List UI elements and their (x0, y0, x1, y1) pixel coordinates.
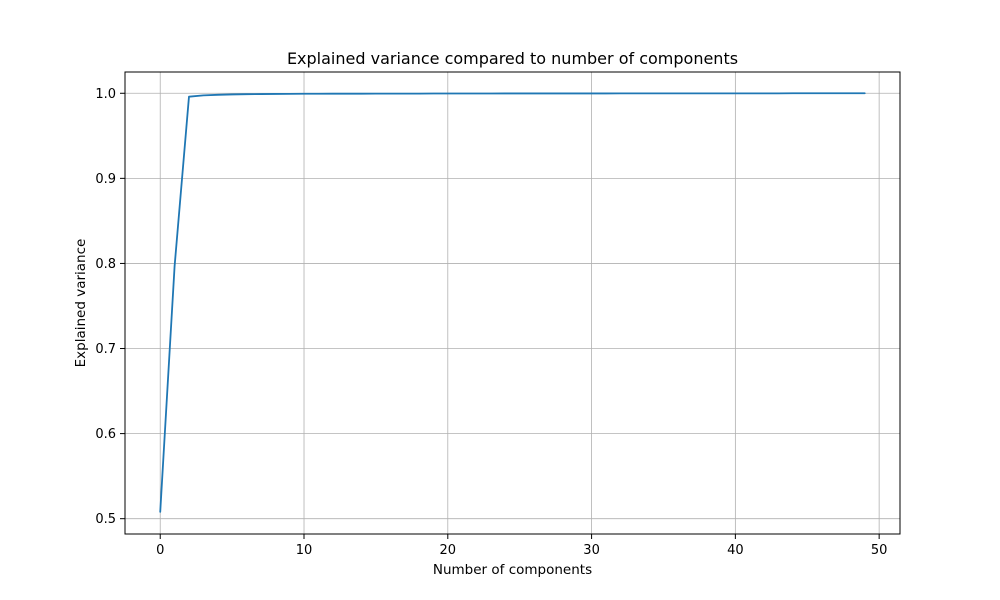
y-tick-label: 0.9 (95, 172, 116, 187)
x-tick-label: 10 (296, 543, 313, 558)
series-layer (159, 92, 866, 513)
y-tick-label: 0.8 (95, 257, 116, 272)
explained-variance-line (159, 92, 866, 513)
y-axis-label: Explained variance (73, 239, 89, 368)
plot-frame (124, 71, 901, 535)
x-tick-label: 50 (871, 543, 888, 558)
x-tick-label: 40 (727, 543, 744, 558)
y-tick-label: 0.7 (95, 342, 116, 357)
x-tick-label: 20 (440, 543, 457, 558)
y-tick-label: 1.0 (95, 87, 116, 102)
tick-layer: 0 10 20 30 40 50 0.5 0.6 0.7 0.8 0.9 1.0 (95, 87, 887, 558)
y-tick-label: 0.5 (95, 512, 116, 527)
x-axis-label: Number of components (433, 562, 592, 578)
x-tick-label: 30 (583, 543, 600, 558)
chart-title: Explained variance compared to number of… (287, 49, 738, 68)
x-tick-label: 0 (156, 543, 164, 558)
y-tick-label: 0.6 (95, 427, 116, 442)
